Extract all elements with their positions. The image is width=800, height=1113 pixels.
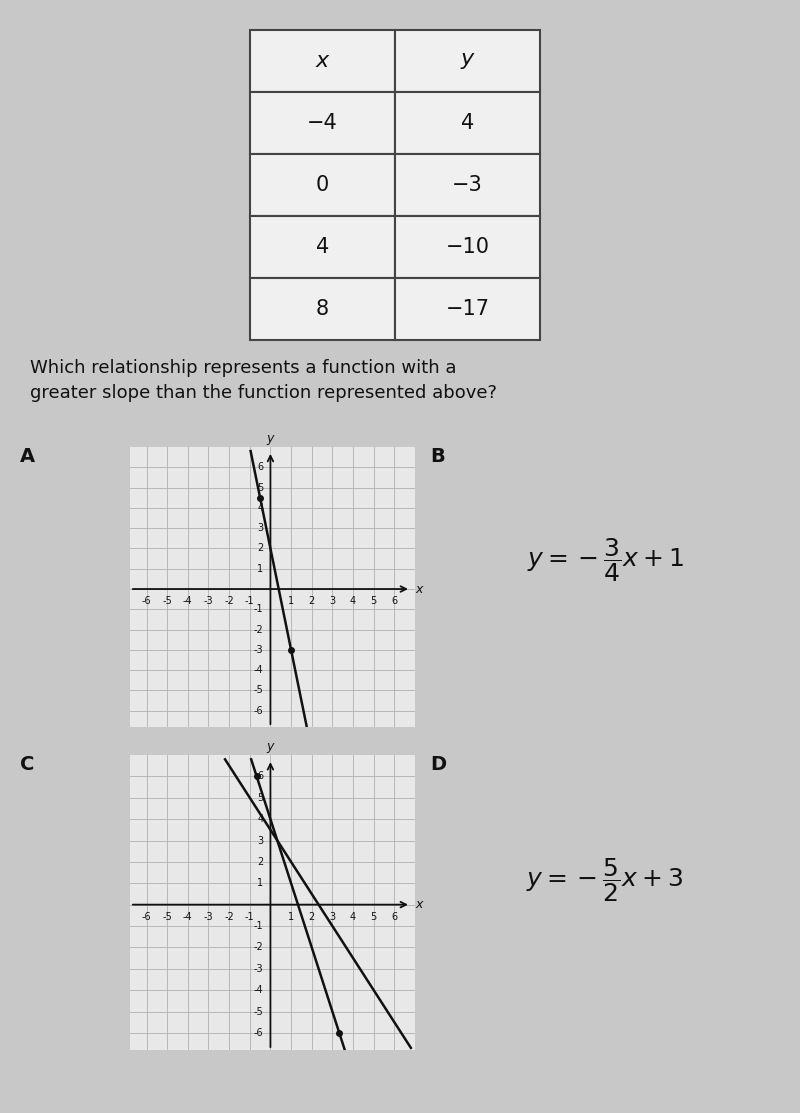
Bar	[250, 30, 395, 92]
Text: -6: -6	[142, 597, 151, 607]
Text: -3: -3	[254, 644, 263, 654]
Text: 1: 1	[257, 564, 263, 573]
Text: 1: 1	[288, 597, 294, 607]
Text: 1: 1	[288, 913, 294, 922]
Text: -3: -3	[254, 964, 263, 974]
Text: 5: 5	[257, 792, 263, 802]
Text: 6: 6	[257, 771, 263, 781]
Text: 4: 4	[350, 597, 356, 607]
Text: -4: -4	[183, 913, 193, 922]
Text: -1: -1	[245, 913, 254, 922]
Text: -6: -6	[254, 706, 263, 716]
Text: $x$: $x$	[314, 51, 330, 71]
Text: -6: -6	[254, 1028, 263, 1038]
Text: -3: -3	[204, 913, 214, 922]
Text: $y$: $y$	[266, 433, 275, 447]
Text: -2: -2	[254, 943, 263, 953]
Text: 3: 3	[330, 597, 335, 607]
Text: 4: 4	[461, 114, 474, 132]
Text: 6: 6	[391, 913, 398, 922]
Text: $x$: $x$	[415, 898, 425, 912]
Text: -5: -5	[162, 913, 172, 922]
Bar	[250, 278, 395, 339]
Text: -4: -4	[183, 597, 193, 607]
Text: $y$: $y$	[459, 51, 475, 71]
Text: $x$: $x$	[415, 582, 425, 595]
Text: 5: 5	[370, 597, 377, 607]
Text: B: B	[430, 447, 445, 466]
Text: 0: 0	[316, 175, 329, 195]
Bar	[395, 278, 540, 339]
Text: 3: 3	[257, 836, 263, 846]
Text: 3: 3	[257, 523, 263, 533]
Text: 6: 6	[257, 462, 263, 472]
Bar	[395, 30, 540, 92]
Text: 2: 2	[257, 857, 263, 867]
Text: 4: 4	[316, 237, 329, 257]
Text: −3: −3	[452, 175, 483, 195]
Text: 5: 5	[257, 483, 263, 493]
Text: -1: -1	[245, 597, 254, 607]
Text: -5: -5	[254, 686, 263, 696]
Bar	[395, 92, 540, 154]
Text: −17: −17	[446, 299, 490, 319]
Bar	[250, 216, 395, 278]
Text: -1: -1	[254, 922, 263, 930]
Bar	[250, 154, 395, 216]
Text: Which relationship represents a function with a
greater slope than the function : Which relationship represents a function…	[30, 358, 497, 402]
Text: -2: -2	[224, 913, 234, 922]
Text: -1: -1	[254, 604, 263, 614]
Text: -4: -4	[254, 666, 263, 676]
Text: D: D	[430, 755, 446, 774]
Text: -5: -5	[162, 597, 172, 607]
Text: C: C	[20, 755, 34, 774]
Text: 2: 2	[257, 543, 263, 553]
Text: $y = -\dfrac{3}{4}x + 1$: $y = -\dfrac{3}{4}x + 1$	[526, 536, 683, 584]
Text: 8: 8	[316, 299, 329, 319]
Text: −10: −10	[446, 237, 490, 257]
Text: 5: 5	[370, 913, 377, 922]
Text: $y = -\dfrac{5}{2}x + 3$: $y = -\dfrac{5}{2}x + 3$	[526, 856, 683, 904]
Text: 4: 4	[350, 913, 356, 922]
Text: A: A	[20, 447, 35, 466]
Bar	[250, 92, 395, 154]
Text: -3: -3	[204, 597, 214, 607]
Text: 2: 2	[309, 913, 315, 922]
Bar	[395, 154, 540, 216]
Text: 3: 3	[330, 913, 335, 922]
Text: 1: 1	[257, 878, 263, 888]
Text: 4: 4	[257, 814, 263, 824]
Text: -2: -2	[254, 624, 263, 634]
Bar	[395, 216, 540, 278]
Text: -4: -4	[254, 985, 263, 995]
Text: −4: −4	[307, 114, 338, 132]
Text: -2: -2	[224, 597, 234, 607]
Text: 4: 4	[257, 503, 263, 513]
Text: 6: 6	[391, 597, 398, 607]
Text: $y$: $y$	[266, 741, 275, 755]
Text: -5: -5	[254, 1006, 263, 1016]
Text: -6: -6	[142, 913, 151, 922]
Text: 2: 2	[309, 597, 315, 607]
